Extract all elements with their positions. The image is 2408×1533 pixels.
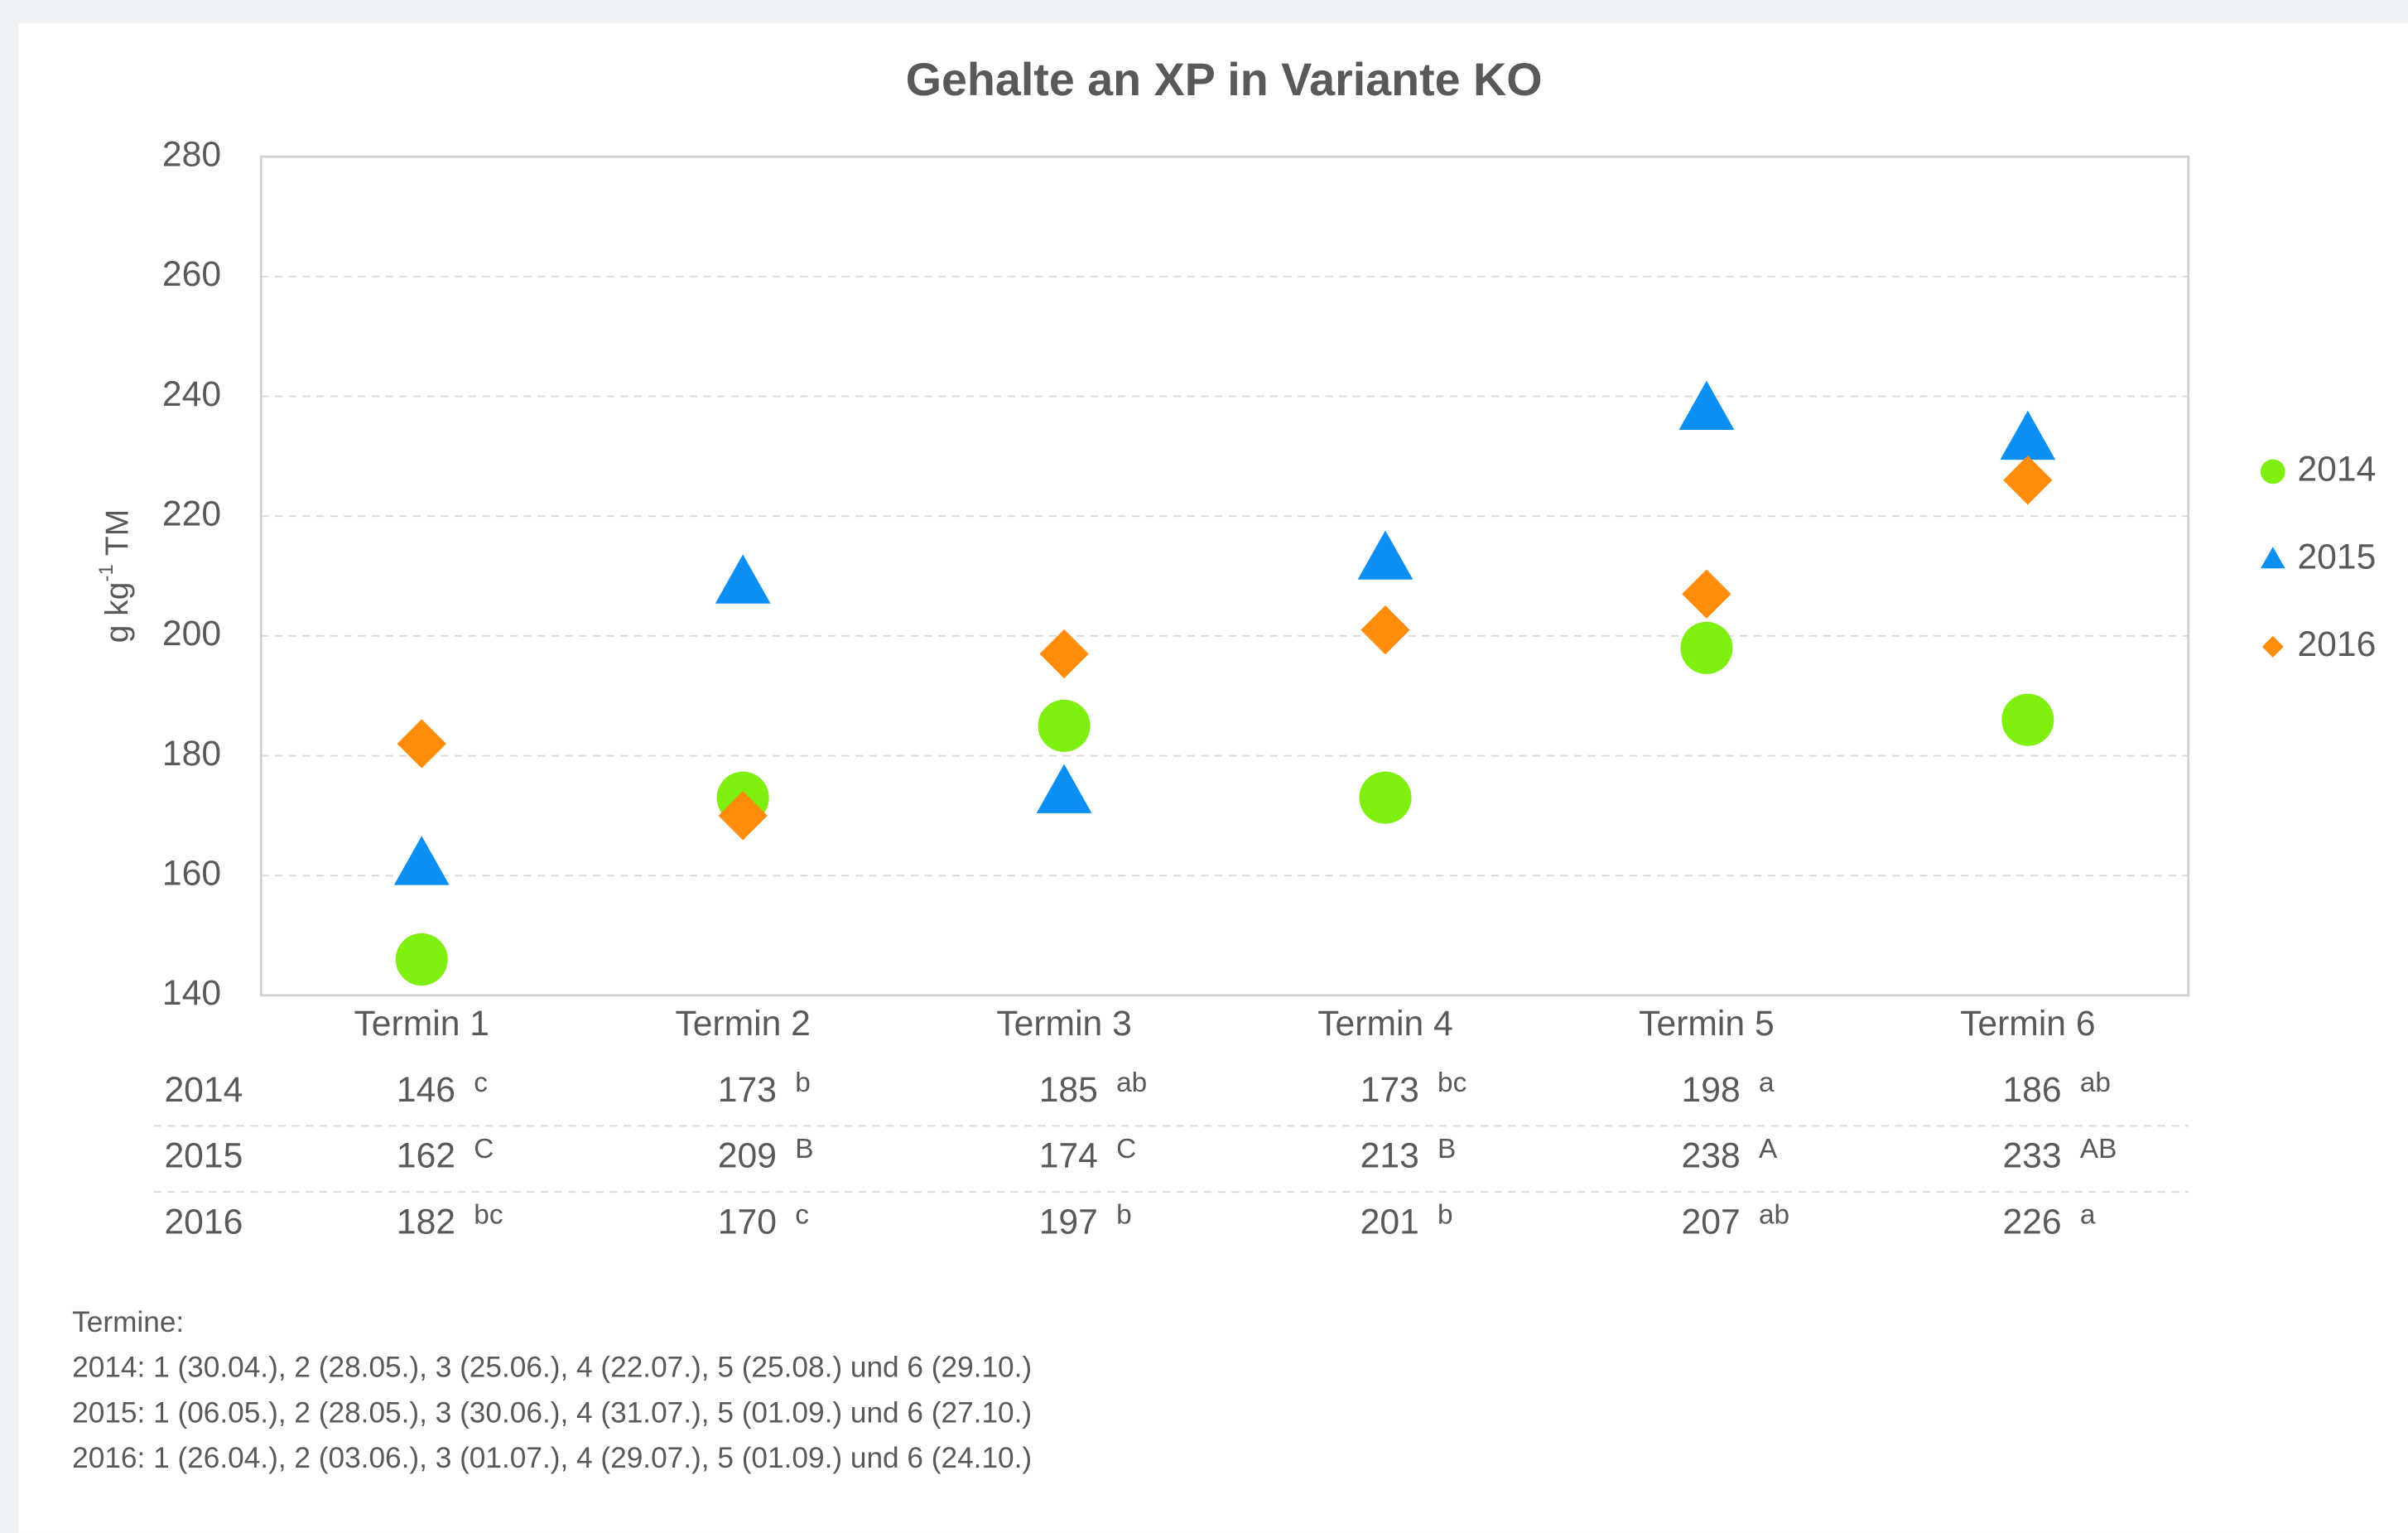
y-label-part: TM bbox=[100, 509, 136, 564]
y-tick-label: 260 bbox=[162, 254, 221, 294]
marker-triangle bbox=[2000, 410, 2056, 460]
table-value: 201 bbox=[1361, 1202, 1419, 1241]
y-tick-label: 280 bbox=[162, 134, 221, 174]
plot-border bbox=[259, 155, 2190, 997]
y-tick-label: 140 bbox=[162, 973, 221, 1013]
x-tick-label: Termin 4 bbox=[1317, 1004, 1453, 1044]
chart-background bbox=[18, 22, 2408, 1533]
table-value: 173 bbox=[1361, 1070, 1419, 1110]
footnote: 2015: 1 (06.05.), 2 (28.05.), 3 (30.06.)… bbox=[72, 1396, 1032, 1429]
footnote: Termine: bbox=[72, 1306, 184, 1338]
table-letter: ab bbox=[1759, 1200, 1789, 1231]
table-row-label: 2014 bbox=[164, 1070, 243, 1110]
table-letter: c bbox=[795, 1200, 809, 1231]
table-value: 209 bbox=[718, 1136, 777, 1176]
marker-diamond bbox=[397, 719, 446, 769]
x-tick-label: Termin 3 bbox=[996, 1004, 1132, 1044]
table-value: 162 bbox=[397, 1136, 455, 1176]
table-value: 170 bbox=[718, 1202, 777, 1241]
marker-circle bbox=[395, 933, 448, 986]
table-letter: ab bbox=[1116, 1068, 1147, 1098]
marker-triangle bbox=[1036, 764, 1092, 813]
table-letter: ab bbox=[2080, 1068, 2111, 1098]
table-letter: a bbox=[2080, 1200, 2096, 1231]
y-tick-label: 220 bbox=[162, 494, 221, 533]
marker-diamond bbox=[1682, 569, 1731, 619]
y-label-sup: -1 bbox=[95, 564, 118, 581]
table-letter: bc bbox=[1438, 1068, 1466, 1098]
x-tick-label: Termin 5 bbox=[1639, 1004, 1775, 1044]
y-tick-label: 240 bbox=[162, 374, 221, 414]
table-value: 182 bbox=[397, 1202, 455, 1241]
x-tick-label: Termin 6 bbox=[1960, 1004, 2096, 1044]
table-letter: b bbox=[1116, 1200, 1132, 1231]
x-tick-label: Termin 1 bbox=[354, 1004, 489, 1044]
y-tick-label: 180 bbox=[162, 734, 221, 774]
table-letter: A bbox=[1759, 1134, 1778, 1164]
table-value: 233 bbox=[2002, 1136, 2061, 1176]
table-value: 238 bbox=[1682, 1136, 1741, 1176]
legend-marker bbox=[2260, 547, 2285, 569]
marker-circle bbox=[1359, 771, 1412, 824]
legend-label: 2016 bbox=[2297, 624, 2376, 664]
marker-circle bbox=[2001, 693, 2054, 746]
marker-triangle bbox=[1357, 530, 1413, 580]
marker-circle bbox=[1680, 621, 1733, 674]
legend-label: 2014 bbox=[2297, 450, 2376, 489]
table-value: 198 bbox=[1682, 1070, 1741, 1110]
footnote: 2014: 1 (30.04.), 2 (28.05.), 3 (25.06.)… bbox=[72, 1352, 1032, 1384]
table-letter: c bbox=[474, 1068, 488, 1098]
table-row-label: 2016 bbox=[164, 1202, 243, 1241]
table-value: 213 bbox=[1361, 1136, 1419, 1176]
table-value: 207 bbox=[1682, 1202, 1741, 1241]
y-label-part: g kg bbox=[100, 582, 136, 644]
marker-triangle bbox=[393, 836, 450, 885]
marker-diamond bbox=[718, 791, 768, 841]
marker-triangle bbox=[715, 554, 771, 604]
table-letter: C bbox=[1116, 1134, 1136, 1164]
table-value: 185 bbox=[1039, 1070, 1098, 1110]
x-tick-label: Termin 2 bbox=[675, 1004, 811, 1044]
table-value: 197 bbox=[1039, 1202, 1098, 1241]
table-value: 146 bbox=[397, 1070, 455, 1110]
y-axis-label: g kg-1 TM bbox=[95, 509, 136, 643]
marker-circle bbox=[1038, 699, 1091, 752]
y-tick-label: 160 bbox=[162, 853, 221, 893]
table-value: 186 bbox=[2002, 1070, 2061, 1110]
legend-marker bbox=[2260, 459, 2285, 484]
table-letter: b bbox=[1438, 1200, 1453, 1231]
legend-label: 2015 bbox=[2297, 537, 2376, 576]
table-value: 173 bbox=[718, 1070, 777, 1110]
table-row-label: 2015 bbox=[164, 1136, 243, 1176]
table-letter: a bbox=[1759, 1068, 1775, 1098]
marker-triangle bbox=[1678, 380, 1735, 430]
footnote: 2016: 1 (26.04.), 2 (03.06.), 3 (01.07.)… bbox=[72, 1442, 1032, 1474]
y-tick-label: 200 bbox=[162, 614, 221, 653]
marker-diamond bbox=[1039, 629, 1089, 679]
table-letter: B bbox=[1438, 1134, 1456, 1164]
table-value: 174 bbox=[1039, 1136, 1098, 1176]
table-letter: b bbox=[795, 1068, 811, 1098]
table-letter: B bbox=[795, 1134, 813, 1164]
table-letter: C bbox=[474, 1134, 494, 1164]
chart-title: Gehalte an XP in Variante KO bbox=[906, 54, 1543, 105]
table-letter: bc bbox=[474, 1200, 503, 1231]
table-value: 226 bbox=[2002, 1202, 2061, 1241]
table-letter: AB bbox=[2080, 1134, 2117, 1164]
marker-diamond bbox=[2003, 456, 2053, 505]
